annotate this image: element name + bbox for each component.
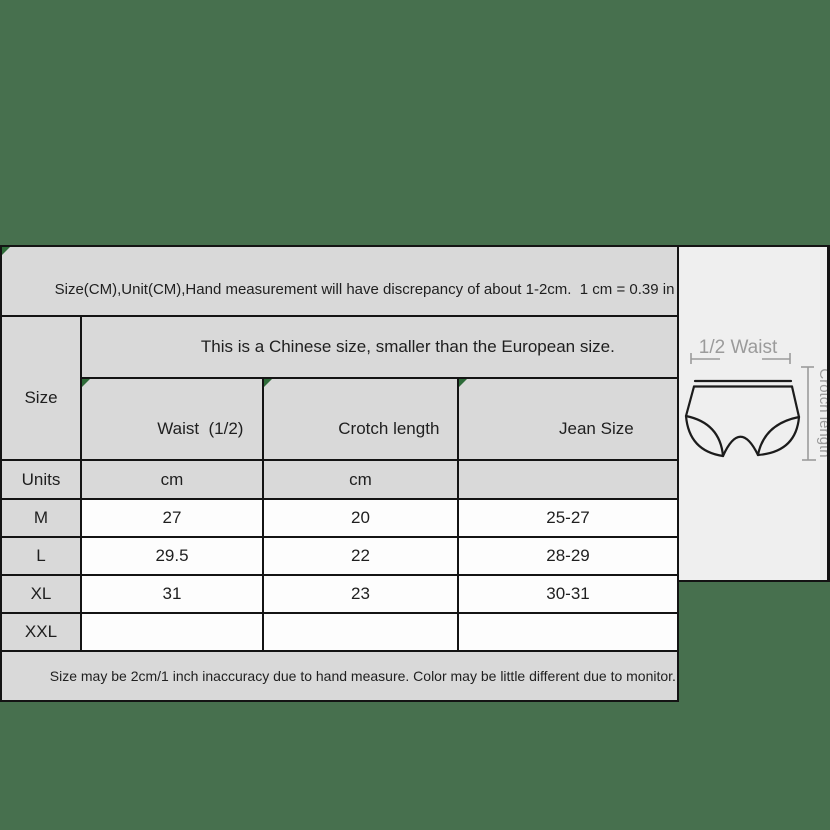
- waist-column-header: Waist (1/2): [157, 419, 244, 438]
- cell-corner-marker: [265, 380, 272, 387]
- size-column-header-cell: Size: [0, 315, 82, 461]
- measurement-note-cell: Size(CM),Unit(CM),Hand measurement will …: [0, 245, 680, 317]
- panty-outline: [684, 379, 801, 458]
- crotch-column-header: Crotch length: [338, 419, 440, 438]
- table-row-m: M 27 20 25-27: [0, 498, 680, 538]
- units-crotch-cell: cm: [262, 459, 459, 500]
- size-cell: L: [0, 536, 82, 576]
- panty-measurement-diagram: 1/2 Waist: [684, 337, 827, 461]
- waist-cell: [80, 612, 264, 652]
- jean-column-header-cell: Jean Size: [456, 377, 680, 461]
- waist-cell: 31: [80, 574, 264, 614]
- size-table: Size(CM),Unit(CM),Hand measurement will …: [0, 245, 680, 702]
- measurement-note-text: Size(CM),Unit(CM),Hand measurement will …: [54, 281, 675, 298]
- accuracy-note-cell: Size may be 2cm/1 inch inaccuracy due to…: [0, 650, 680, 702]
- cell-corner-marker: [3, 248, 10, 255]
- jean-column-header: Jean Size: [559, 419, 634, 438]
- chinese-size-note-cell: This is a Chinese size, smaller than the…: [79, 315, 680, 379]
- table-row-xxl: XXL: [0, 612, 680, 652]
- content-band: Size(CM),Unit(CM),Hand measurement will …: [0, 245, 830, 702]
- jean-cell: 25-27: [456, 498, 680, 538]
- crotch-cell: [262, 612, 459, 652]
- crotch-cell: 23: [262, 574, 459, 614]
- crotch-column-header-cell: Crotch length: [262, 377, 459, 461]
- units-waist-cell: cm: [80, 459, 264, 500]
- waist-column-header-cell: Waist (1/2): [80, 377, 264, 461]
- half-waist-label: 1/2 Waist: [699, 337, 778, 358]
- size-cell: XXL: [0, 612, 82, 652]
- waist-cell: 27: [80, 498, 264, 538]
- size-cell: M: [0, 498, 82, 538]
- table-row-xl: XL 31 23 30-31: [0, 574, 680, 614]
- units-jean-cell: [456, 459, 680, 500]
- jean-cell: [456, 612, 680, 652]
- waist-cell: 29.5: [80, 536, 264, 576]
- size-cell: XL: [0, 574, 82, 614]
- cell-corner-marker: [460, 380, 467, 387]
- size-column-header: Size: [24, 388, 58, 407]
- jean-cell: 30-31: [456, 574, 680, 614]
- accuracy-note-text: Size may be 2cm/1 inch inaccuracy due to…: [49, 668, 676, 684]
- table-row-l: L 29.5 22 28-29: [0, 536, 680, 576]
- units-row-label: Units: [0, 459, 82, 500]
- chinese-size-note-text: This is a Chinese size, smaller than the…: [200, 337, 615, 356]
- crotch-length-label: Crotch length: [816, 368, 827, 457]
- cell-corner-marker: [83, 380, 90, 387]
- crotch-dimension-line: [801, 366, 817, 461]
- crotch-cell: 22: [262, 536, 459, 576]
- waist-dimension-line: [690, 353, 791, 364]
- jean-cell: 28-29: [456, 536, 680, 576]
- measurement-diagram-panel: 1/2 Waist: [679, 245, 830, 582]
- crotch-cell: 20: [262, 498, 459, 538]
